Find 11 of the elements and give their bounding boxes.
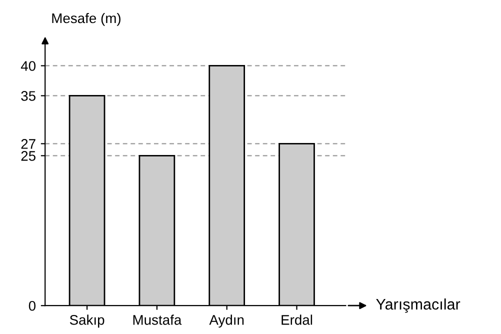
x-tick-label: Erdal	[282, 314, 312, 325]
x-tick-label: Sakıp	[70, 314, 104, 328]
x-tick-label: Aydın	[209, 314, 244, 328]
x-tick-label: Mustafa	[133, 314, 182, 325]
y-tick-label: 35	[21, 91, 36, 101]
x-axis-title: Yarışmacılar	[376, 298, 460, 313]
y-tick-label: 40	[20, 61, 36, 71]
y-tick-label: 25	[21, 151, 36, 161]
y-tick-label: 27	[21, 139, 36, 149]
y-tick-label: 0	[28, 300, 36, 311]
y-axis-title: Mesafe (m)	[52, 12, 120, 26]
